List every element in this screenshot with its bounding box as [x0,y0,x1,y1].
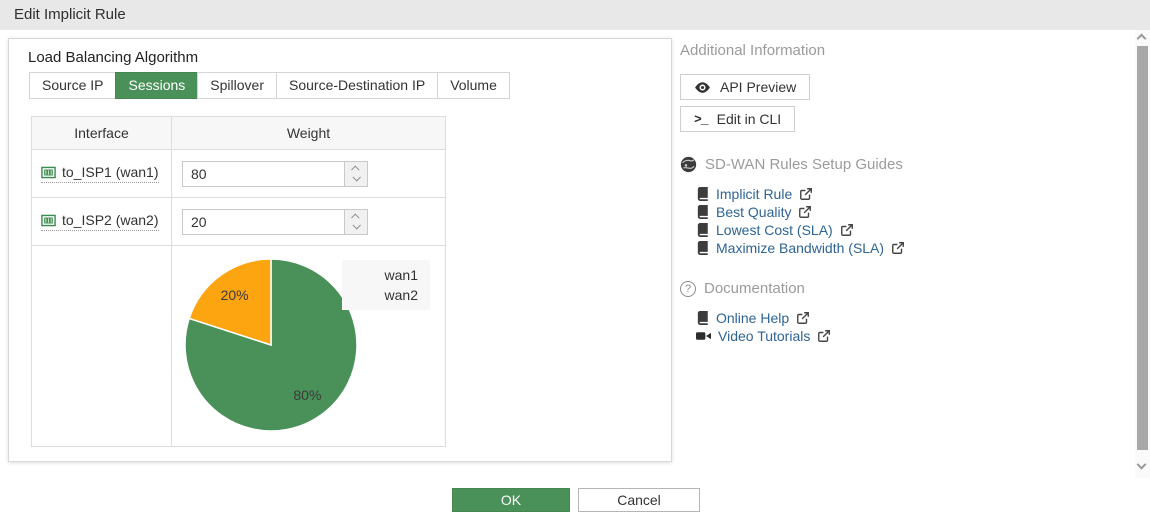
tab-source-ip[interactable]: Source IP [29,72,117,99]
algorithm-tabs: Source IP Sessions Spillover Source-Dest… [29,72,510,99]
additional-information-heading: Additional Information [680,42,826,59]
weight-table: Interface Weight to_ISP1 (wan1) [31,116,446,447]
api-preview-button[interactable]: API Preview [680,74,811,100]
external-link-icon [840,223,854,237]
title-bar: Edit Implicit Rule [0,0,1150,30]
external-link-icon [891,241,905,255]
stepper-down-icon[interactable] [352,173,361,182]
link-video-tutorials[interactable]: Video Tutorials [696,328,831,344]
weight-input-wan1[interactable] [183,161,344,186]
globe-icon [680,156,697,173]
additional-information-column: Additional Information API Preview >_ Ed… [680,38,1125,483]
book-icon [696,241,709,255]
chart-row: 80% 20% wan1 wan2 [32,246,445,446]
interface-link-wan2[interactable]: to_ISP2 (wan2) [41,212,159,231]
external-link-icon [798,205,812,219]
table-header-row: Interface Weight [32,117,445,150]
weight-stepper-wan1[interactable] [344,161,367,186]
tab-volume[interactable]: Volume [437,72,510,99]
guides-links: Implicit Rule Best Quality Lowest Cost (… [696,186,905,258]
documentation-heading: ? Documentation [680,280,805,297]
external-link-icon [796,311,810,325]
table-row: to_ISP2 (wan2) [32,198,445,246]
tab-sessions[interactable]: Sessions [115,72,199,99]
legend-item-wan1[interactable]: wan1 [384,267,418,283]
pie-slice-wan2 [188,258,272,347]
video-camera-icon [696,330,711,342]
weight-stepper-wan2[interactable] [344,209,367,234]
pie-slice-label: 80% [293,387,321,403]
guides-heading: SD-WAN Rules Setup Guides [680,156,903,173]
scrollbar-thumb[interactable] [1137,46,1148,450]
weight-input-wan2[interactable] [183,209,344,234]
link-maximize-bandwidth-sla[interactable]: Maximize Bandwidth (SLA) [696,240,905,256]
external-link-icon [799,187,813,201]
ethernet-port-icon [41,165,56,180]
column-header-interface: Interface [32,117,172,149]
link-implicit-rule[interactable]: Implicit Rule [696,186,905,202]
link-lowest-cost-sla[interactable]: Lowest Cost (SLA) [696,222,905,238]
book-icon [696,311,709,325]
ethernet-port-icon [41,213,56,228]
eye-icon [694,81,711,94]
book-icon [696,187,709,201]
link-online-help[interactable]: Online Help [696,310,831,326]
column-header-weight: Weight [286,125,331,141]
scroll-up-icon[interactable] [1136,33,1147,44]
table-row: to_ISP1 (wan1) [32,150,445,198]
weight-input-wan1-box [182,160,368,187]
stepper-down-icon[interactable] [352,221,361,230]
weight-input-wan2-box [182,208,368,235]
cancel-button[interactable]: Cancel [578,488,700,512]
dialog-title: Edit Implicit Rule [14,6,126,23]
legend-item-wan2[interactable]: wan2 [384,287,418,303]
terminal-prompt-icon: >_ [694,111,709,127]
edit-in-cli-button[interactable]: >_ Edit in CLI [680,106,796,132]
interface-name: to_ISP1 (wan1) [62,164,159,180]
link-best-quality[interactable]: Best Quality [696,204,905,220]
question-icon: ? [680,280,696,297]
scroll-down-icon[interactable] [1136,459,1147,473]
pie-legend: wan1 wan2 [342,260,430,310]
book-icon [696,205,709,219]
tab-source-destination-ip[interactable]: Source-Destination IP [276,72,439,99]
vertical-scrollbar [1135,30,1150,478]
documentation-links: Online Help Video Tutorials [696,310,831,346]
external-link-icon [817,329,831,343]
pie-slice-label: 20% [221,287,249,303]
ok-button[interactable]: OK [452,488,570,512]
weight-pie-chart: 80% 20% [184,258,358,432]
tab-spillover[interactable]: Spillover [197,72,277,99]
section-label: Load Balancing Algorithm [28,49,199,66]
interface-link-wan1[interactable]: to_ISP1 (wan1) [41,164,159,183]
book-icon [696,223,709,237]
load-balancing-panel: Load Balancing Algorithm Source IP Sessi… [8,38,672,462]
interface-name: to_ISP2 (wan2) [62,212,159,228]
